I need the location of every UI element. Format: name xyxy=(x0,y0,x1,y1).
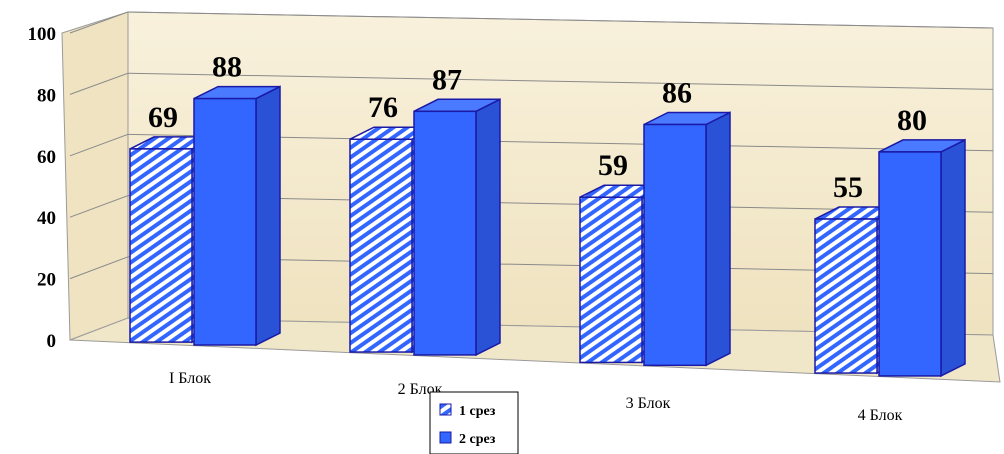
y-tick-label: 0 xyxy=(47,331,57,352)
legend-swatch xyxy=(439,403,452,416)
bar xyxy=(129,148,193,343)
gridline-back xyxy=(127,72,994,90)
bar xyxy=(814,218,878,374)
bar-side xyxy=(705,111,731,367)
x-tick-label: 3 Блок xyxy=(626,395,671,412)
floor xyxy=(69,317,1001,383)
gridline-side xyxy=(69,133,129,157)
gridline-side xyxy=(69,11,129,34)
bar xyxy=(643,123,707,367)
data-label: 76 xyxy=(368,91,398,124)
side-wall xyxy=(61,11,129,341)
y-tick-label: 60 xyxy=(37,147,56,168)
bar-side xyxy=(940,138,966,378)
x-tick-label: I Блок xyxy=(169,370,211,387)
y-tick-label: 40 xyxy=(37,208,56,229)
x-tick-label: 4 Блок xyxy=(858,407,903,424)
y-tick-label: 80 xyxy=(37,85,56,106)
legend-swatch xyxy=(439,431,452,444)
bar xyxy=(413,110,477,356)
bar-side xyxy=(255,85,281,347)
bar xyxy=(579,196,643,364)
bars: 69 88 76 87 59 86 55 80 xyxy=(129,51,966,378)
bar xyxy=(878,151,942,377)
y-tick-label: 20 xyxy=(37,270,56,291)
legend-box xyxy=(429,391,519,454)
data-label: 55 xyxy=(833,171,863,204)
legend-label: 2 срез xyxy=(459,432,496,447)
bar xyxy=(349,138,413,353)
data-label: 86 xyxy=(662,77,692,110)
gridline-side xyxy=(69,256,129,280)
data-label: 59 xyxy=(598,149,628,182)
legend: 1 срез 2 срез xyxy=(429,391,519,454)
bar xyxy=(193,97,257,346)
data-label: 88 xyxy=(212,51,242,84)
y-axis: 0 20 40 60 80 100 xyxy=(28,24,57,352)
gridline-side xyxy=(69,72,129,95)
data-label: 80 xyxy=(897,104,927,137)
data-label: 69 xyxy=(148,101,178,134)
gridline-side xyxy=(69,195,129,218)
chart-walls xyxy=(61,11,1001,383)
gridline-back xyxy=(127,11,994,29)
y-tick-label: 100 xyxy=(28,24,57,45)
legend-label: 1 срез xyxy=(459,404,496,419)
data-label: 87 xyxy=(432,63,462,96)
bar-side xyxy=(475,98,501,357)
